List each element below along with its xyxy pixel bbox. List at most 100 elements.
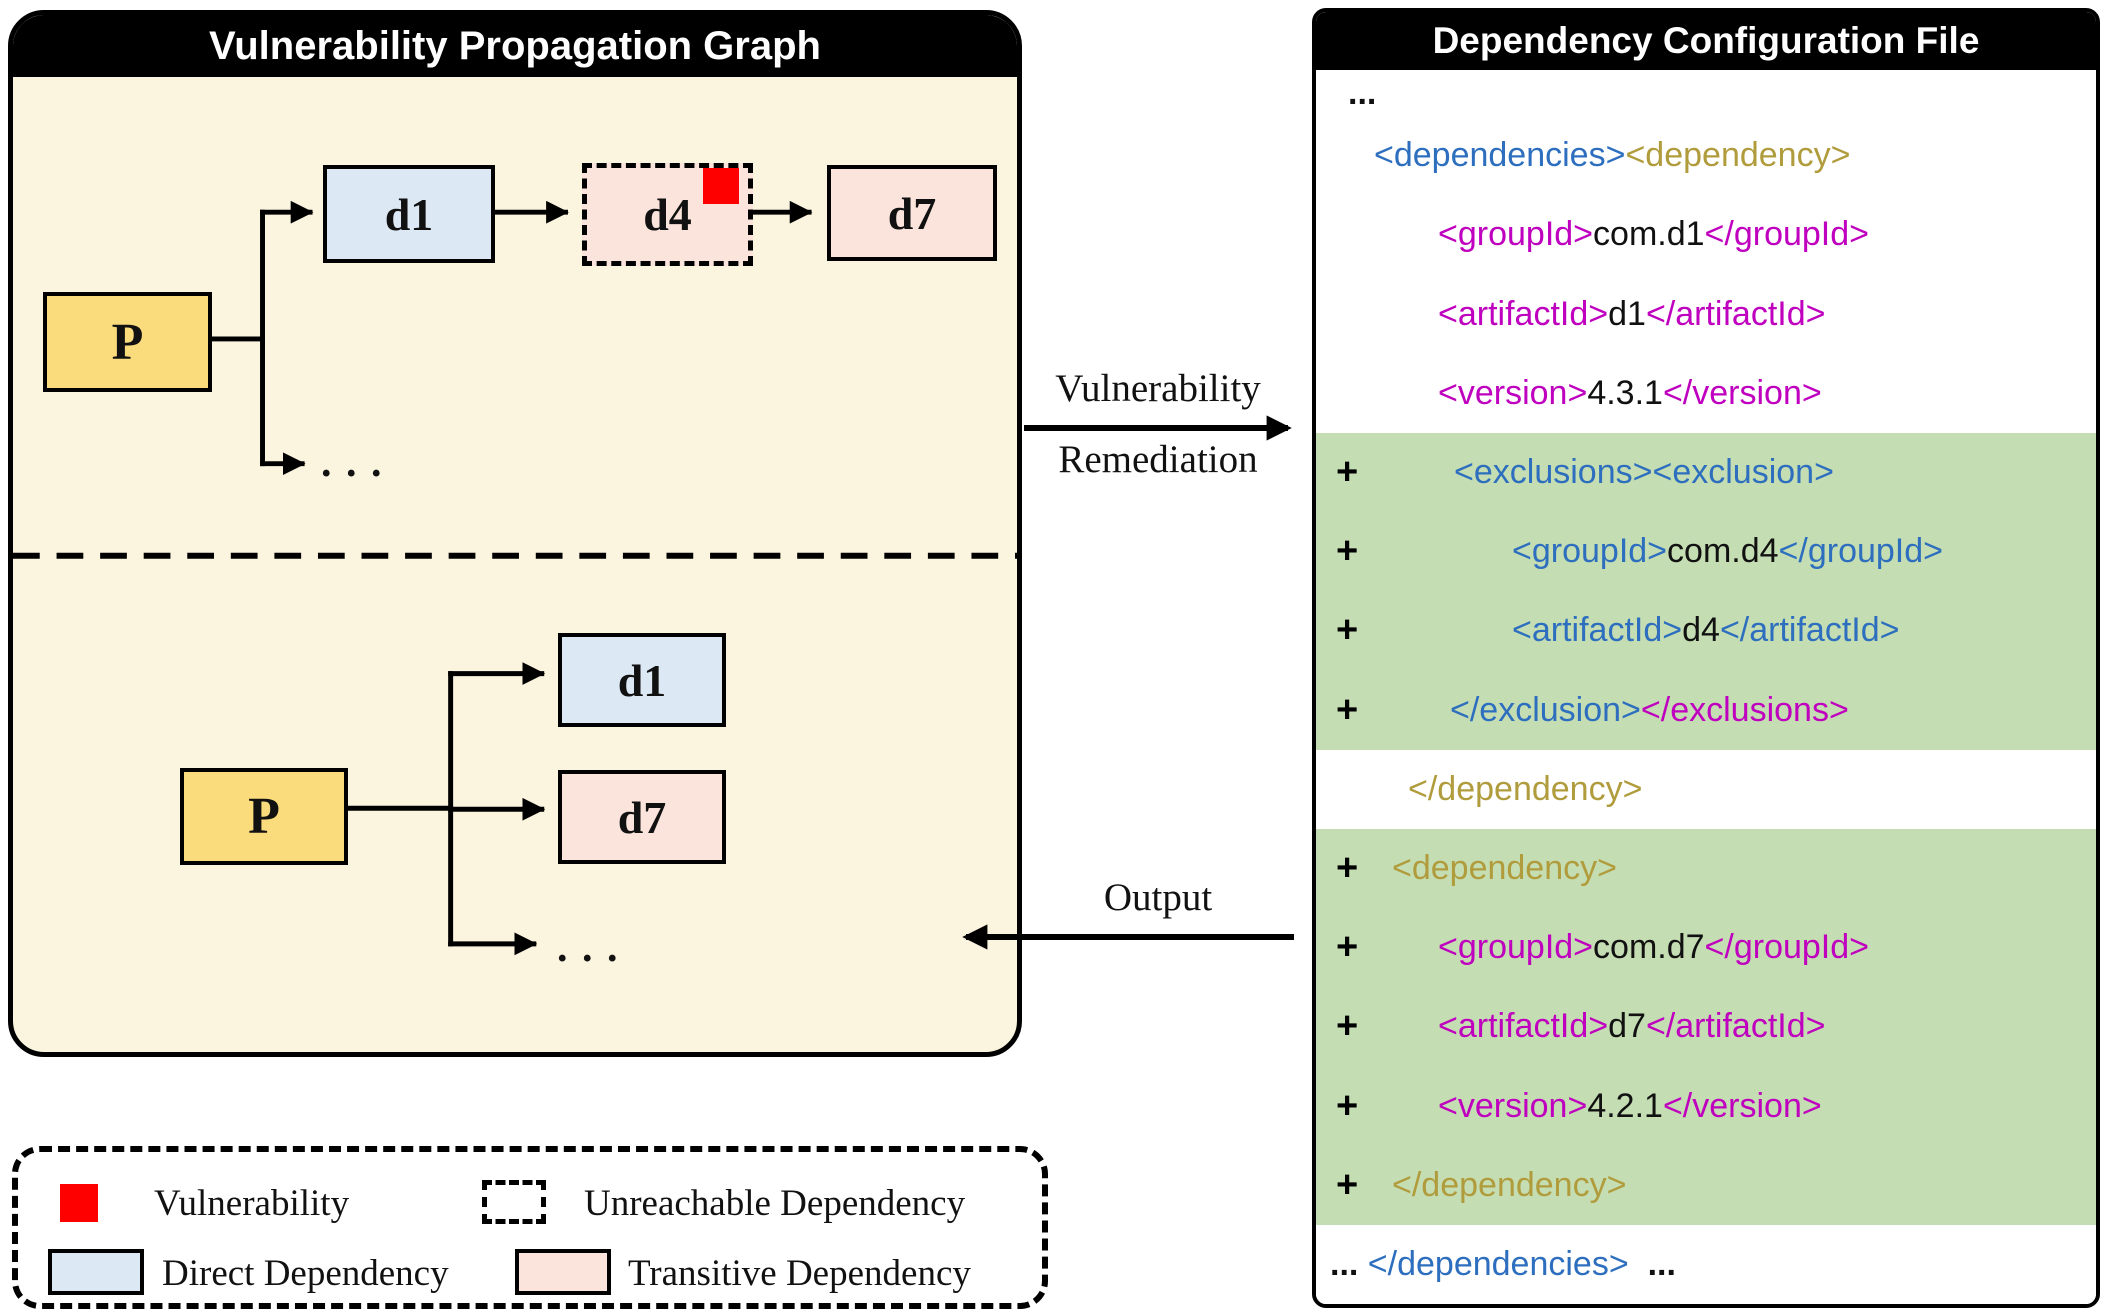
node-d1-top: d1 xyxy=(323,165,495,263)
code-line-text: </dependency> xyxy=(1316,770,1642,809)
code-segment: <dependency> xyxy=(1625,136,1851,175)
right-panel-title: Dependency Configuration File xyxy=(1316,12,2096,70)
code-segment: </groupId> xyxy=(1778,532,1944,571)
code-line-5: + <exclusions><exclusion> xyxy=(1316,432,2096,513)
code-line-text: <groupId>com.d4</groupId> xyxy=(1316,532,1943,571)
code-segment: <artifactId> xyxy=(1438,1007,1609,1046)
legend-transitive-label: Transitive Dependency xyxy=(628,1253,971,1294)
code-segment: </dependencies> xyxy=(1367,1244,1629,1283)
code-line-12: + <artifactId>d7</artifactId> xyxy=(1316,987,2096,1067)
code-line-text: </exclusion></exclusions> xyxy=(1316,691,1849,730)
code-segment: <dependency> xyxy=(1392,848,1617,887)
node-d7-top: d7 xyxy=(827,165,997,261)
code-line-text: <version>4.3.1</version> xyxy=(1316,374,1822,413)
code-line-text: <dependency> xyxy=(1316,849,1617,888)
code-line-7: + <artifactId>d4</artifactId> xyxy=(1316,591,2096,671)
code-segment: d7 xyxy=(1608,1007,1646,1046)
code-line-text: <artifactId>d7</artifactId> xyxy=(1316,1007,1825,1046)
code-line-15: ... </dependencies> ... xyxy=(1316,1225,2096,1304)
diff-added-marker: + xyxy=(1336,926,1359,969)
node-p-top: P xyxy=(43,292,212,392)
output-label: Output xyxy=(1103,876,1213,919)
code-segment: ... xyxy=(1330,1244,1368,1283)
diff-added-marker: + xyxy=(1336,1005,1359,1048)
vulnerability-marker-icon xyxy=(703,168,739,204)
code-line-11: + <groupId>com.d7</groupId> xyxy=(1316,908,2096,988)
code-line-0: ... xyxy=(1316,70,2096,116)
diff-added-marker: + xyxy=(1336,688,1359,731)
code-segment: <exclusions> xyxy=(1454,452,1653,491)
code-line-text: </dependency> xyxy=(1316,1166,1626,1205)
code-segment: d1 xyxy=(1608,294,1646,333)
code-segment: com.d1 xyxy=(1593,215,1705,254)
code-segment: </dependency> xyxy=(1392,1165,1627,1204)
left-panel-title-text: Vulnerability Propagation Graph xyxy=(209,23,821,68)
dependency-configuration-file-panel: Dependency Configuration File ... <depend… xyxy=(1312,8,2100,1308)
code-line-text: <groupId>com.d7</groupId> xyxy=(1316,928,1869,967)
code-segment: <groupId> xyxy=(1438,215,1594,254)
code-segment: <artifactId> xyxy=(1512,611,1683,650)
code-segment: <groupId> xyxy=(1512,532,1668,571)
remediation-label-line2: Remediation xyxy=(1058,438,1258,481)
code-segment: <version> xyxy=(1438,1086,1588,1125)
code-segment: <exclusion> xyxy=(1652,452,1834,491)
left-panel-title: Vulnerability Propagation Graph xyxy=(13,15,1017,77)
code-line-14: + </dependency> xyxy=(1316,1145,2096,1225)
legend-unreachable-swatch-icon xyxy=(482,1180,546,1224)
remediation-label-line1: Vulnerability xyxy=(1055,367,1261,410)
code-segment: d4 xyxy=(1682,611,1720,650)
diff-added-marker: + xyxy=(1336,450,1359,493)
legend-box: Vulnerability Unreachable Dependency Dir… xyxy=(12,1146,1048,1309)
legend-vulnerability-label: Vulnerability xyxy=(154,1183,350,1224)
code-segment: </artifactId> xyxy=(1719,611,1900,650)
code-line-8: + </exclusion></exclusions> xyxy=(1316,670,2096,750)
code-segment: </artifactId> xyxy=(1645,1007,1826,1046)
vulnerability-propagation-graph-panel: Vulnerability Propagation Graph P xyxy=(8,10,1022,1057)
code-segment: </artifactId> xyxy=(1645,294,1826,333)
right-panel-title-text: Dependency Configuration File xyxy=(1432,20,1980,61)
diff-added-marker: + xyxy=(1336,530,1359,573)
legend-vulnerability-swatch-icon xyxy=(60,1184,98,1222)
code-line-text: <groupId>com.d1</groupId> xyxy=(1316,215,1869,254)
code-segment: </exclusion> xyxy=(1450,690,1641,729)
code-line-text: <dependencies><dependency> xyxy=(1316,136,1850,175)
legend-unreachable-label: Unreachable Dependency xyxy=(584,1183,966,1224)
ellipsis-bottom-graph: . . . xyxy=(557,925,620,971)
code-segment: 4.3.1 xyxy=(1587,373,1663,412)
code-line-text: ... </dependencies> ... xyxy=(1316,1245,1676,1284)
legend-direct-swatch-icon xyxy=(48,1249,144,1295)
code-line-9: </dependency> xyxy=(1316,750,2096,829)
code-segment: <artifactId> xyxy=(1438,294,1609,333)
code-segment: ... xyxy=(1348,73,1377,112)
code-line-text: <version>4.2.1</version> xyxy=(1316,1087,1822,1126)
code-line-text: <exclusions><exclusion> xyxy=(1316,453,1834,492)
legend-transitive-swatch-icon xyxy=(515,1249,611,1295)
code-line-2: <groupId>com.d1</groupId> xyxy=(1316,195,2096,274)
code-line-1: <dependencies><dependency> xyxy=(1316,116,2096,195)
node-d1-bottom: d1 xyxy=(558,633,726,727)
code-segment: </groupId> xyxy=(1704,928,1870,967)
diff-added-marker: + xyxy=(1336,846,1359,889)
graph-edges-layer xyxy=(13,200,1017,956)
diff-added-marker: + xyxy=(1336,609,1359,652)
diff-added-marker: + xyxy=(1336,1084,1359,1127)
node-d7-bottom: d7 xyxy=(558,770,726,864)
code-segment: </version> xyxy=(1662,1086,1822,1125)
code-segment: </version> xyxy=(1662,373,1822,412)
code-segment: com.d7 xyxy=(1593,928,1705,967)
diff-added-marker: + xyxy=(1336,1163,1359,1206)
code-line-4: <version>4.3.1</version> xyxy=(1316,354,2096,433)
code-segment: ... xyxy=(1628,1244,1676,1283)
code-line-text: <artifactId>d4</artifactId> xyxy=(1316,611,1899,650)
code-segment: com.d4 xyxy=(1667,532,1779,571)
code-line-text: ... xyxy=(1316,74,1376,113)
code-segment: <dependencies> xyxy=(1374,136,1626,175)
node-p-bottom: P xyxy=(180,768,348,865)
xml-code-listing: ... <dependencies><dependency> <groupId>co… xyxy=(1316,70,2096,1304)
code-line-6: + <groupId>com.d4</groupId> xyxy=(1316,512,2096,592)
code-segment: 4.2.1 xyxy=(1587,1086,1663,1125)
code-line-10: + <dependency> xyxy=(1316,828,2096,909)
code-segment: </exclusions> xyxy=(1640,690,1849,729)
code-segment: <version> xyxy=(1438,373,1588,412)
ellipsis-top-graph: . . . xyxy=(321,440,384,486)
